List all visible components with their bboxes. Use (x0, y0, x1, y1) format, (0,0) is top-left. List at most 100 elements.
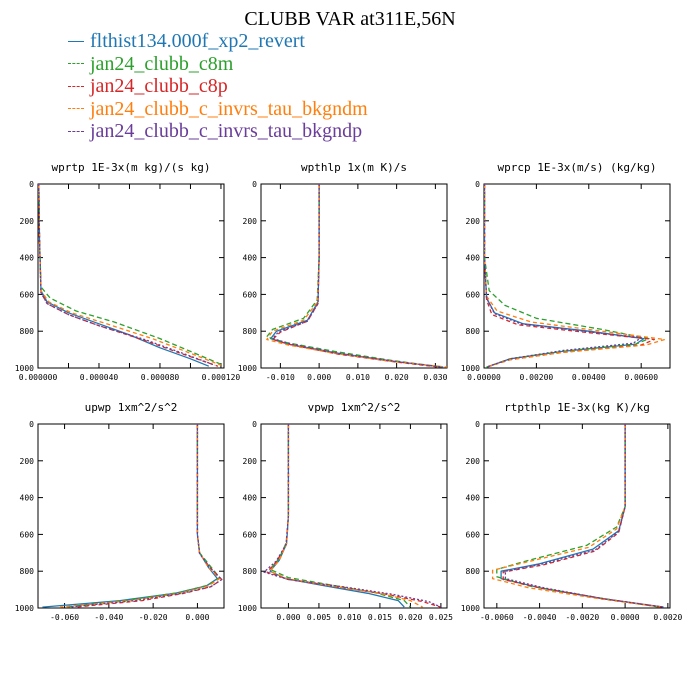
y-tick-label: 400 (243, 254, 258, 263)
x-tick-label: -0.010 (266, 373, 295, 382)
x-tick-label: 0.00000 (467, 373, 501, 382)
chart-panel: wprtp 1E-3x(m kg)/(s kg) 0 200 400 600 800 100… (15, 161, 241, 382)
panel-frame (260, 423, 448, 609)
x-tick-label: 0.020 (398, 613, 422, 622)
x-tick-label: 0.000 (276, 613, 300, 622)
legend-item: flthist134.000f_xp2_revert (68, 30, 368, 53)
series-line (484, 184, 650, 368)
series-line (38, 184, 219, 367)
y-tick-label: 0 (475, 420, 480, 429)
legend-swatch-1 (68, 63, 84, 65)
y-tick-label: 600 (466, 530, 481, 539)
y-tick-label: 1000 (461, 364, 480, 373)
legend-label: jan24_clubb_c8p (90, 75, 228, 97)
x-tick-label: 0.025 (429, 613, 453, 622)
x-tick-label: 0.0000 (611, 613, 640, 622)
series-line (266, 184, 447, 368)
panel-frame (37, 183, 225, 369)
x-tick-label: -0.0060 (480, 613, 514, 622)
series-line (502, 424, 664, 608)
panel-title: rtpthlp 1E-3x(kg K)/kg (504, 401, 650, 414)
y-tick-label: 0 (29, 180, 34, 189)
series-line (38, 184, 210, 367)
chart-panel: wpthlp 1x(m K)/s 0 200 400 600 800 1000 -0.010 0… (238, 161, 448, 382)
series-line (484, 184, 645, 368)
y-tick-label: 1000 (461, 604, 480, 613)
y-tick-label: 1000 (15, 604, 34, 613)
panel-title: upwp 1xm^2/s^2 (85, 401, 178, 414)
y-tick-label: 600 (466, 290, 481, 299)
figure-title: CLUBB VAR at311E,56N (244, 8, 456, 30)
y-tick-label: 400 (466, 254, 481, 263)
series-line (271, 184, 440, 368)
y-tick-label: 800 (243, 567, 258, 576)
y-tick-label: 0 (29, 420, 34, 429)
y-tick-label: 1000 (238, 604, 257, 613)
series-line (68, 424, 223, 608)
series-line (38, 184, 216, 366)
chart-panel: rtpthlp 1E-3x(kg K)/kg02004006008001000-… (461, 401, 683, 622)
series-line (75, 424, 223, 608)
y-tick-label: 1000 (238, 364, 257, 373)
y-tick-label: 600 (20, 290, 35, 299)
panel-title: wprcp 1E-3x(m/s) (kg/kg) (498, 161, 657, 174)
x-tick-label: 0.000040 (80, 373, 119, 382)
x-tick-label: 0.005 (307, 613, 331, 622)
legend-item: jan24_clubb_c_invrs_tau_bkgndm (68, 98, 368, 121)
panel-frame (37, 423, 225, 609)
series-line (271, 184, 444, 368)
panel-title: vpwp 1xm^2/s^2 (308, 401, 401, 414)
legend-swatch-2 (68, 85, 84, 87)
series-line (42, 424, 219, 608)
legend-label: jan24_clubb_c8m (90, 52, 234, 75)
series-line (491, 424, 662, 608)
x-tick-label: 0.000080 (141, 373, 180, 382)
series-line (270, 184, 444, 368)
x-tick-label: 0.030 (423, 373, 447, 382)
y-tick-label: 400 (466, 494, 481, 503)
y-tick-label: 600 (243, 530, 258, 539)
x-tick-label: -0.0020 (565, 613, 599, 622)
legend-label: flthist134.000f_xp2_revert (90, 30, 305, 52)
x-tick-label: 0.010 (337, 613, 361, 622)
chart-panel: upwp 1xm^2/s^2 0 200 400 600 800 1000 -0.060 -0.… (15, 401, 225, 622)
x-tick-label: -0.040 (94, 613, 123, 622)
panel-title: wprtp 1E-3x(m kg)/(s kg) (52, 161, 211, 174)
x-tick-label: 0.000120 (202, 373, 241, 382)
series-line (484, 184, 666, 368)
chart-panel: vpwp 1xm^2/s^2 0 200 400 600 800 1000 0.000 0.00… (238, 401, 453, 622)
y-tick-label: 800 (243, 327, 258, 336)
x-tick-label: 0.0020 (653, 613, 682, 622)
legend-label: jan24_clubb_c_invrs_tau_bkgndm (90, 97, 368, 120)
panel-frame (483, 423, 671, 609)
legend-item: jan24_clubb_c_invrs_tau_bkgndp (68, 120, 368, 143)
series-line (484, 184, 655, 368)
x-tick-label: 0.000 (307, 373, 331, 382)
series-line (38, 184, 222, 365)
series-line (496, 424, 660, 608)
series-line (504, 424, 664, 608)
chart-panel: wprcp 1E-3x(m/s) (kg/kg) 0 200 400 600 800 100… (461, 161, 671, 382)
legend-swatch-0 (68, 40, 84, 42)
y-tick-label: 200 (243, 457, 258, 466)
y-tick-label: 0 (252, 180, 257, 189)
y-tick-label: 800 (466, 567, 481, 576)
y-tick-label: 0 (475, 180, 480, 189)
y-tick-label: 200 (20, 217, 35, 226)
x-tick-label: 0.015 (368, 613, 392, 622)
y-tick-label: 600 (243, 290, 258, 299)
series-line (269, 424, 423, 608)
y-tick-label: 400 (20, 494, 35, 503)
x-tick-label: 0.010 (346, 373, 370, 382)
y-tick-label: 200 (466, 217, 481, 226)
x-tick-label: -0.020 (139, 613, 168, 622)
series-line (263, 424, 442, 608)
y-tick-label: 800 (466, 327, 481, 336)
y-tick-label: 600 (20, 530, 35, 539)
legend-item: jan24_clubb_c8p (68, 75, 368, 98)
x-tick-label: 0.000 (185, 613, 209, 622)
y-tick-label: 0 (252, 420, 257, 429)
legend-item: jan24_clubb_c8m (68, 53, 368, 76)
series-line (484, 184, 642, 368)
